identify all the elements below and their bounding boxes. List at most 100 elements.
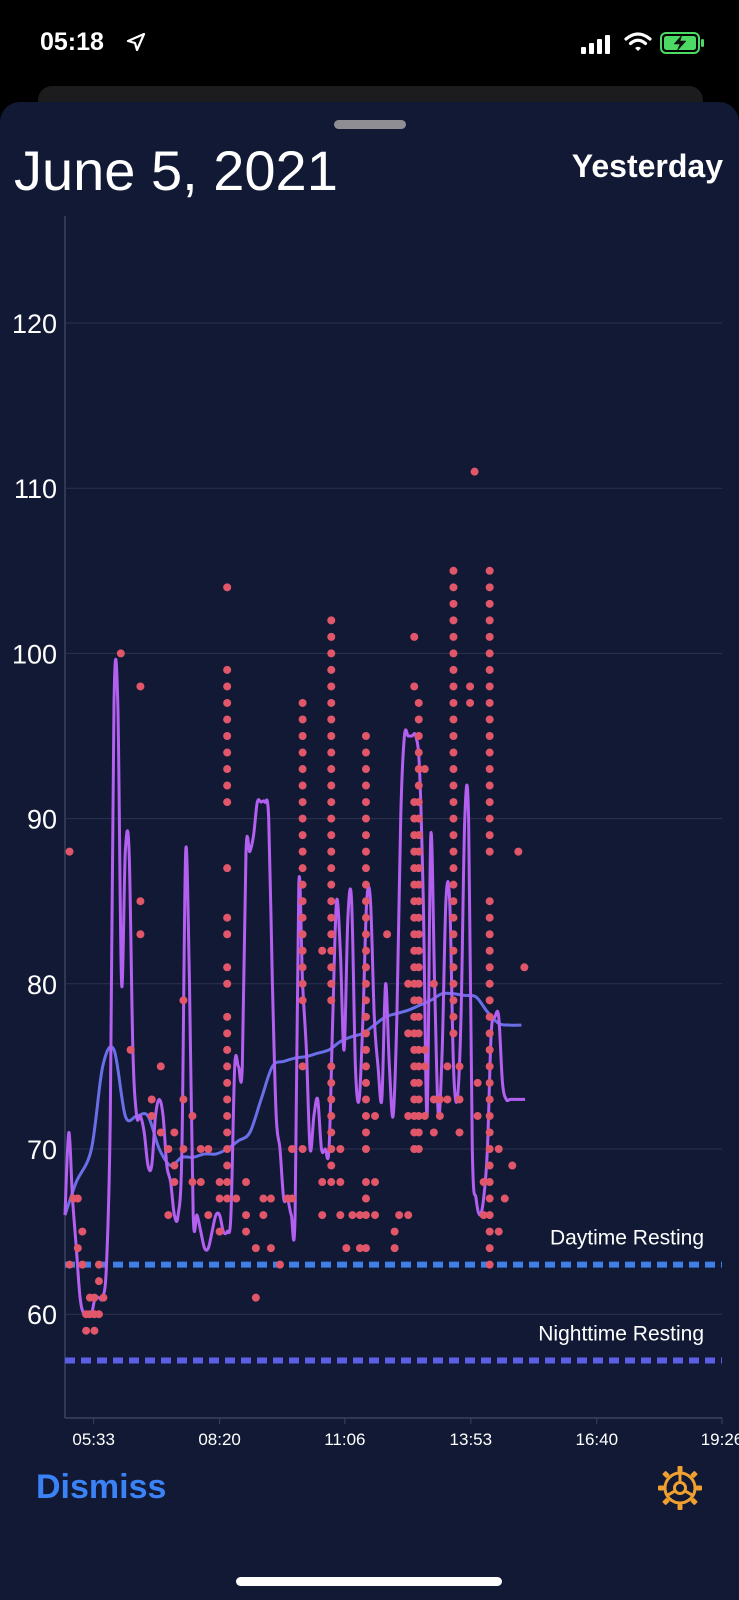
heart-rate-point <box>485 847 494 856</box>
heart-rate-point <box>336 1178 345 1187</box>
heart-rate-point <box>470 467 479 476</box>
heart-rate-point <box>223 913 232 922</box>
heart-rate-point <box>327 732 336 740</box>
heart-rate-point <box>179 1095 188 1104</box>
heart-rate-point <box>455 1095 464 1104</box>
heart-rate-point <box>449 798 458 807</box>
heart-rate-point <box>215 1194 224 1203</box>
heart-rate-point <box>327 897 336 906</box>
heart-rate-point <box>361 765 370 774</box>
heart-rate-point <box>223 781 232 790</box>
heart-rate-point <box>361 1145 370 1153</box>
dismiss-button[interactable]: Dismiss <box>36 1468 167 1506</box>
heart-rate-point <box>327 996 336 1005</box>
heart-rate-point <box>65 847 74 856</box>
heart-rate-point <box>327 1161 336 1170</box>
heart-rate-point <box>298 698 307 707</box>
heart-rate-point <box>327 979 336 988</box>
heart-rate-point <box>298 864 307 873</box>
heart-rate-point <box>404 1111 413 1120</box>
heart-rate-point <box>327 1145 336 1153</box>
x-tick-label: 05:33 <box>72 1430 115 1449</box>
heart-rate-point <box>414 930 423 939</box>
heart-rate-point <box>479 1178 488 1187</box>
heart-rate-point <box>485 814 494 823</box>
heart-rate-point <box>223 1045 232 1054</box>
heart-rate-point <box>449 913 458 922</box>
y-tick-label: 110 <box>14 474 57 504</box>
heart-rate-point <box>361 1178 370 1187</box>
heart-rate-point <box>298 979 307 988</box>
heart-rate-point <box>485 831 494 840</box>
heart-rate-point <box>449 665 458 674</box>
heart-rate-point <box>298 996 307 1005</box>
heart-rate-points <box>65 467 529 1335</box>
heart-rate-point <box>90 1293 99 1302</box>
heart-rate-point <box>466 698 475 707</box>
heart-rate-point <box>414 732 423 740</box>
x-tick-label: 11:06 <box>324 1430 365 1449</box>
heart-rate-point <box>136 682 145 691</box>
heart-rate-point <box>266 1244 275 1253</box>
heart-rate-point <box>204 1145 213 1153</box>
status-time: 05:18 <box>40 28 104 56</box>
heart-rate-point <box>196 1145 205 1153</box>
wifi-icon <box>624 32 652 51</box>
heart-rate-point <box>414 847 423 856</box>
heart-rate-point <box>361 1244 370 1253</box>
heart-rate-point <box>242 1178 251 1187</box>
heart-rate-point <box>449 632 458 641</box>
heart-rate-point <box>298 831 307 840</box>
sheet-grabber[interactable] <box>334 120 406 129</box>
heart-rate-point <box>514 847 523 856</box>
heart-rate-point <box>361 1029 370 1038</box>
heart-rate-point <box>327 1078 336 1087</box>
heart-rate-point <box>414 1062 423 1071</box>
heart-rate-point <box>383 930 392 939</box>
heart-rate-point <box>455 1128 464 1137</box>
heart-rate-point <box>327 814 336 823</box>
heart-rate-point <box>327 913 336 922</box>
heart-rate-point <box>455 1062 464 1071</box>
heart-rate-point <box>215 1227 224 1236</box>
heart-rate-point <box>327 963 336 972</box>
heart-rate-point <box>223 1029 232 1038</box>
heart-rate-point <box>327 698 336 707</box>
heart-rate-point <box>485 632 494 641</box>
heart-rate-point <box>390 1227 399 1236</box>
heart-rate-point <box>327 1128 336 1137</box>
heart-rate-point <box>449 1012 458 1021</box>
heart-rate-point <box>485 765 494 774</box>
heart-rate-point <box>348 1211 357 1220</box>
heart-rate-point <box>361 798 370 807</box>
heart-rate-point <box>485 979 494 988</box>
heart-rate-point <box>126 1045 135 1054</box>
yesterday-button[interactable]: Yesterday <box>571 148 723 184</box>
heart-rate-point <box>327 1095 336 1104</box>
date-title: June 5, 2021 <box>14 139 338 202</box>
heart-rate-point <box>361 1012 370 1021</box>
heart-rate-point <box>298 1145 307 1153</box>
heart-rate-point <box>485 963 494 972</box>
heart-rate-point <box>223 1095 232 1104</box>
location-arrow-icon <box>126 32 146 52</box>
heart-rate-point <box>136 897 145 906</box>
heart-rate-point <box>361 963 370 972</box>
heart-rate-point <box>361 814 370 823</box>
heart-rate-point <box>355 1244 364 1253</box>
heart-rate-point <box>485 1161 494 1170</box>
heart-rate-point <box>327 748 336 757</box>
heart-rate-point <box>414 946 423 955</box>
reference-line-label: Daytime Resting <box>550 1227 704 1250</box>
heart-rate-point <box>188 1111 197 1120</box>
heart-rate-point <box>298 847 307 856</box>
heart-rate-point <box>414 1078 423 1087</box>
heart-rate-point <box>414 1012 423 1021</box>
heart-rate-point <box>390 1244 399 1253</box>
gear-icon[interactable] <box>656 1464 704 1512</box>
heart-rate-point <box>485 1211 494 1220</box>
heart-rate-point <box>361 748 370 757</box>
heart-rate-point <box>298 798 307 807</box>
heart-rate-point <box>485 599 494 608</box>
heart-rate-point <box>298 781 307 790</box>
